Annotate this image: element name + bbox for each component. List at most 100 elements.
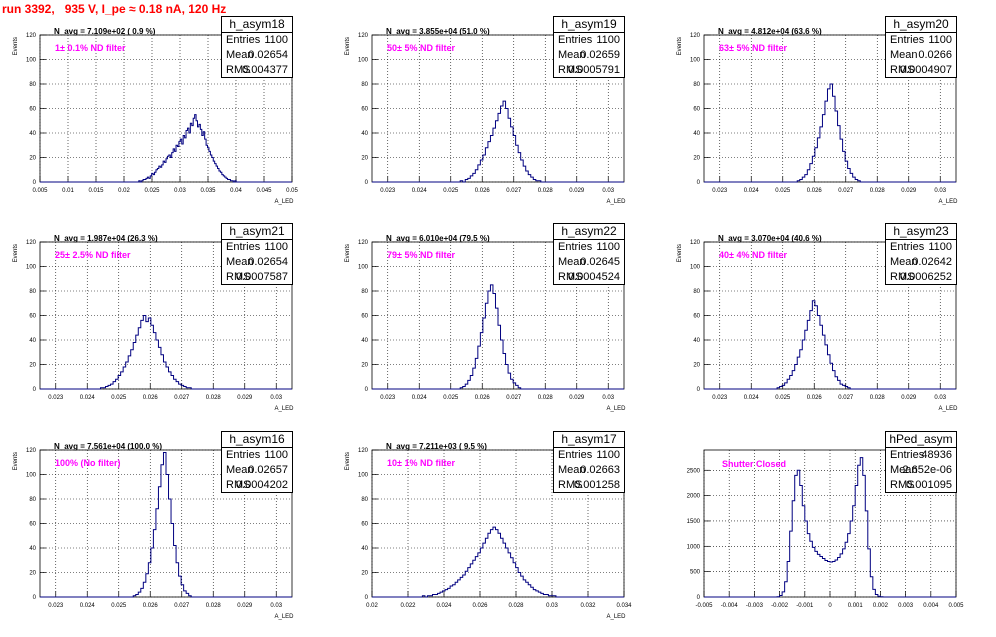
x-tick-label: 0.025 <box>775 188 791 194</box>
y-tick-label: 60 <box>29 107 36 113</box>
filter-label: 10± 1% ND filter <box>387 458 455 468</box>
histogram-svg: 0.02 0.022 0.024 0.026 0.028 0.03 0.032 0.034 0 2… <box>345 448 632 620</box>
y-tick-label: 40 <box>29 338 36 344</box>
stat-row-rms: RMS 0.001095 <box>886 478 956 493</box>
x-tick-label: 0.045 <box>256 188 272 194</box>
stat-label: RMS <box>226 479 251 491</box>
x-tick-label: 0.024 <box>744 395 760 401</box>
stat-box: h_asym16 Entries 1100 Mean 0.02657 RMS 0.00042… <box>221 431 293 493</box>
filter-label: 63± 5% ND filter <box>719 43 787 53</box>
x-tick-label: 0.026 <box>143 395 159 401</box>
stat-label: RMS <box>890 271 915 283</box>
y-tick-label: 20 <box>361 156 368 162</box>
y-axis-label: Events <box>13 452 19 470</box>
plot-frame <box>371 34 625 183</box>
stat-label: Mean <box>226 464 254 476</box>
stat-row-entries: Entries 1100 <box>222 33 292 48</box>
stat-label: RMS <box>558 271 583 283</box>
histogram-line <box>40 315 292 390</box>
stat-value: 0.02663 <box>580 464 620 476</box>
histogram-svg: 0.023 0.024 0.025 0.026 0.027 0.028 0.029 0.03 0… <box>677 240 958 412</box>
x-tick-label: 0.023 <box>712 188 728 194</box>
plot-frame <box>371 241 625 390</box>
stat-value: 1100 <box>596 449 620 461</box>
stat-value: 1100 <box>928 241 952 253</box>
stat-label: RMS <box>226 64 251 76</box>
y-tick-label: 100 <box>358 265 369 271</box>
stat-label: Mean <box>558 256 586 268</box>
y-axis-label: Events <box>345 37 351 55</box>
histogram-title: h_asym18 <box>222 17 292 33</box>
navg-label: N_avg = 1.987e+04 (26.3 %) <box>54 234 158 243</box>
stat-row-rms: RMS 0.0004907 <box>886 63 956 78</box>
y-tick-label: 40 <box>29 131 36 137</box>
y-axis-label: Events <box>13 37 19 55</box>
stat-row-entries: Entries 1100 <box>222 240 292 255</box>
stat-label: Entries <box>226 241 261 253</box>
y-tick-label: 80 <box>29 289 36 295</box>
x-tick-label: 0.02 <box>118 188 130 194</box>
y-tick-label: 80 <box>361 497 368 503</box>
x-tick-label: 0.028 <box>870 395 886 401</box>
histogram-line <box>372 284 624 390</box>
stat-label: Entries <box>558 449 593 461</box>
plot-frame <box>39 34 293 183</box>
histogram-pad-h_asym21: 0.023 0.024 0.025 0.026 0.027 0.028 0.029 0.03 0… <box>0 222 332 429</box>
histogram-pad-h_asym22: 0.023 0.024 0.025 0.026 0.027 0.028 0.029 0.03 0… <box>332 222 664 429</box>
histogram-line <box>372 100 624 183</box>
stat-box: h_asym20 Entries 1100 Mean 0.0266 RMS 0.000490… <box>885 16 957 78</box>
x-tick-label: 0.026 <box>807 188 823 194</box>
stat-row-entries: Entries 1100 <box>554 448 624 463</box>
plot-frame <box>703 241 957 390</box>
stat-row-rms: RMS 0.0005791 <box>554 63 624 78</box>
filter-label: Shutter Closed <box>722 459 787 469</box>
histogram-pad-h_asym18: 0.005 0.01 0.015 0.02 0.025 0.03 0.035 0.04 0.04… <box>0 15 332 222</box>
y-tick-label: 80 <box>29 82 36 88</box>
stat-row-rms: RMS 0.004377 <box>222 63 292 78</box>
stat-label: Entries <box>890 449 925 461</box>
navg-label: N_avg = 6.010e+04 (79.5 %) <box>386 234 490 243</box>
x-tick-label: 0.022 <box>400 603 416 609</box>
stat-row-mean: Mean 0.02654 <box>222 255 292 270</box>
histogram-line <box>704 300 956 390</box>
x-tick-label: 0.024 <box>436 603 452 609</box>
plot-frame <box>703 449 957 598</box>
x-tick-label: 0.03 <box>934 395 946 401</box>
plot-frame <box>371 449 625 598</box>
navg-label: N_avg = 3.855e+04 (51.0 %) <box>386 27 490 36</box>
y-tick-label: 120 <box>690 240 701 246</box>
x-tick-label: 0.035 <box>200 188 216 194</box>
x-tick-label: 0.03 <box>602 188 614 194</box>
x-tick-label: 0.05 <box>286 188 298 194</box>
stat-label: Entries <box>226 34 261 46</box>
y-tick-label: 100 <box>26 265 37 271</box>
stat-value: 0.0004524 <box>568 271 620 283</box>
histogram-line <box>372 526 624 598</box>
stat-box: hPed_asym Entries 48936 Mean 2.652e-06 RMS 0.0… <box>885 431 957 493</box>
x-tick-label: 0.028 <box>538 395 554 401</box>
stat-row-rms: RMS 0.0007587 <box>222 270 292 285</box>
x-tick-label: 0.029 <box>901 188 917 194</box>
y-tick-label: 60 <box>693 314 700 320</box>
x-tick-label: 0.026 <box>472 603 488 609</box>
y-tick-label: 500 <box>690 570 701 576</box>
stat-row-rms: RMS 0.0006252 <box>886 270 956 285</box>
y-tick-label: 20 <box>29 363 36 369</box>
histogram-title: h_asym19 <box>554 17 624 33</box>
stat-label: Entries <box>890 34 925 46</box>
stat-box: h_asym18 Entries 1100 Mean 0.02654 RMS 0.00437… <box>221 16 293 78</box>
stat-label: RMS <box>558 479 583 491</box>
y-tick-label: 40 <box>29 546 36 552</box>
x-tick-label: 0.023 <box>48 395 64 401</box>
x-tick-label: -0.002 <box>771 603 789 609</box>
x-tick-label: 0.026 <box>475 188 491 194</box>
stat-value: 0.0266 <box>918 49 952 61</box>
x-tick-label: 0.03 <box>270 603 282 609</box>
stat-box: h_asym19 Entries 1100 Mean 0.02659 RMS 0.00057… <box>553 16 625 78</box>
x-tick-label: 0.028 <box>508 603 524 609</box>
x-tick-label: 0.025 <box>443 395 459 401</box>
stat-label: RMS <box>226 271 251 283</box>
y-tick-label: 120 <box>690 33 701 39</box>
stat-row-entries: Entries 1100 <box>886 240 956 255</box>
stat-value: 0.02642 <box>912 256 952 268</box>
